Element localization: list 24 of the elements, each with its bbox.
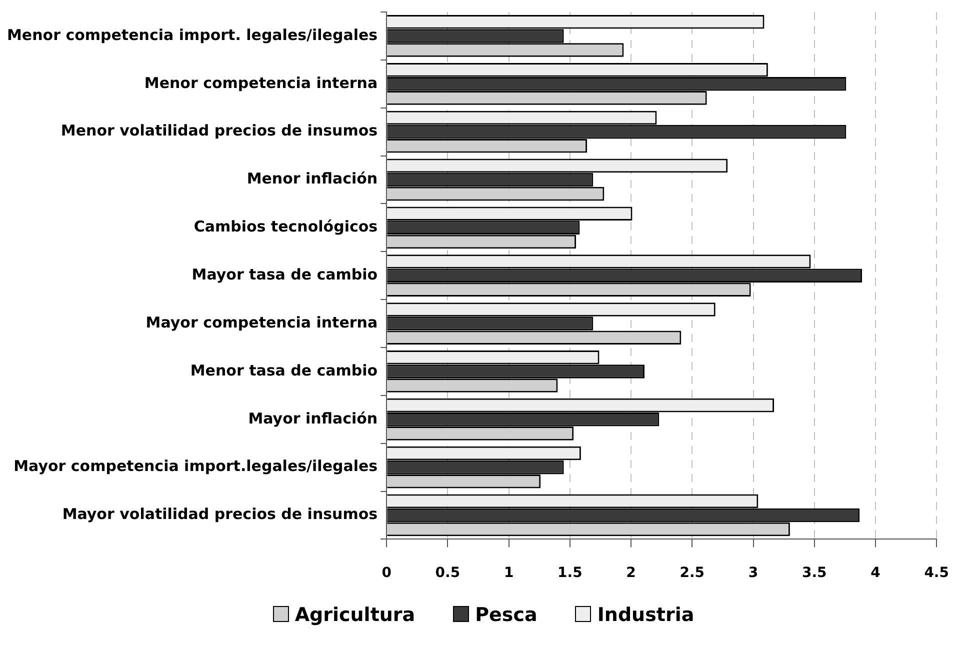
legend-label: Agricultura bbox=[294, 604, 416, 626]
x-tick-label: 4 bbox=[870, 565, 881, 582]
y-tick-label: Mayor competencia interna bbox=[146, 313, 378, 332]
legend-label: Pesca bbox=[474, 604, 538, 626]
y-tick-label: Mayor inflación bbox=[248, 409, 378, 428]
x-tick-label: 1.5 bbox=[558, 565, 582, 582]
x-tick-label: 1 bbox=[504, 565, 514, 582]
x-tick-label: 0.5 bbox=[435, 565, 460, 582]
y-tick-label: Mayor tasa de cambio bbox=[192, 265, 378, 284]
y-tick-label: Menor competencia interna bbox=[144, 74, 378, 92]
y-tick-label: Menor volatilidad precios de insumos bbox=[60, 122, 378, 140]
x-tick-label: 3.5 bbox=[802, 565, 827, 582]
y-tick-label: Cambios tecnológicos bbox=[194, 218, 378, 236]
y-tick-label: Menor inflación bbox=[246, 170, 378, 188]
y-tick-label: Menor competencia import. legales/ilegales bbox=[6, 26, 378, 44]
x-tick-label: 2 bbox=[626, 565, 636, 582]
y-tick-label: Mayor competencia import.legales/ilegales bbox=[14, 457, 378, 476]
x-tick-label: 3 bbox=[748, 565, 758, 582]
x-tick-label: 4.5 bbox=[924, 565, 950, 582]
x-tick-label: 0 bbox=[382, 565, 392, 582]
y-tick-label: Mayor volatilidad precios de insumos bbox=[62, 505, 378, 524]
legend-label: Industria bbox=[596, 604, 694, 626]
x-tick-label: 2.5 bbox=[680, 565, 705, 582]
y-tick-label: Menor tasa de cambio bbox=[190, 361, 378, 380]
